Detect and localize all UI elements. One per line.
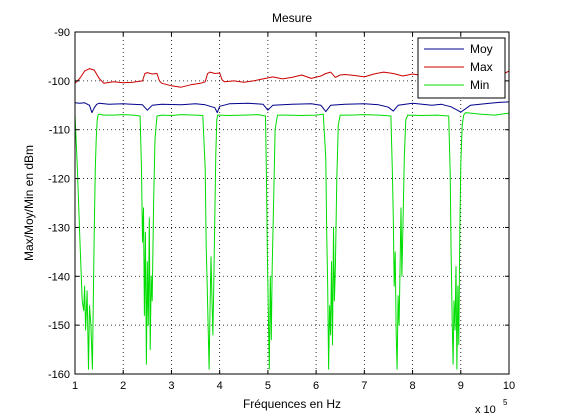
x-multiplier-exponent: 5 [503, 398, 508, 407]
series-line-moy [75, 101, 509, 114]
x-tick-label: 6 [313, 380, 319, 392]
legend: Moy Max Min [417, 37, 506, 99]
plot-frame [74, 31, 510, 375]
axis-tick-labels: 1 2 3 4 5 6 7 8 9 10 -90 -100 -110 -120 -130 -140 -150 -1… [48, 27, 515, 392]
legend-box [417, 37, 506, 99]
x-axis-label: Fréquences en Hz [243, 397, 341, 411]
y-axis-label: Max/Moy/Min en dBm [22, 145, 36, 261]
x-tick-label: 8 [409, 380, 415, 392]
x-tick-label: 3 [168, 380, 174, 392]
x-tick-label: 5 [265, 380, 271, 392]
x-tick-label: 10 [503, 380, 515, 392]
y-tick-label: -90 [54, 27, 70, 39]
x-tick-label: 2 [120, 380, 126, 392]
series-line-min [75, 112, 509, 370]
x-tick-label: 4 [217, 380, 223, 392]
x-tick-label: 1 [72, 380, 78, 392]
y-tick-label: -110 [49, 125, 70, 137]
legend-label-min: Min [470, 78, 489, 92]
legend-label-moy: Moy [470, 42, 493, 56]
y-tick-label: -130 [48, 222, 70, 234]
axis-ticks [74, 31, 510, 375]
y-tick-label: -100 [48, 76, 70, 88]
legend-label-max: Max [470, 60, 493, 74]
y-tick-label: -160 [48, 369, 70, 381]
y-tick-label: -120 [48, 174, 70, 186]
x-multiplier-label: x 10 [475, 404, 496, 416]
x-tick-label: 7 [361, 380, 367, 392]
y-tick-label: -150 [48, 320, 70, 332]
grid-lines [75, 32, 509, 374]
x-tick-label: 9 [458, 380, 464, 392]
y-tick-label: -140 [48, 271, 70, 283]
chart-title: Mesure [272, 11, 312, 25]
